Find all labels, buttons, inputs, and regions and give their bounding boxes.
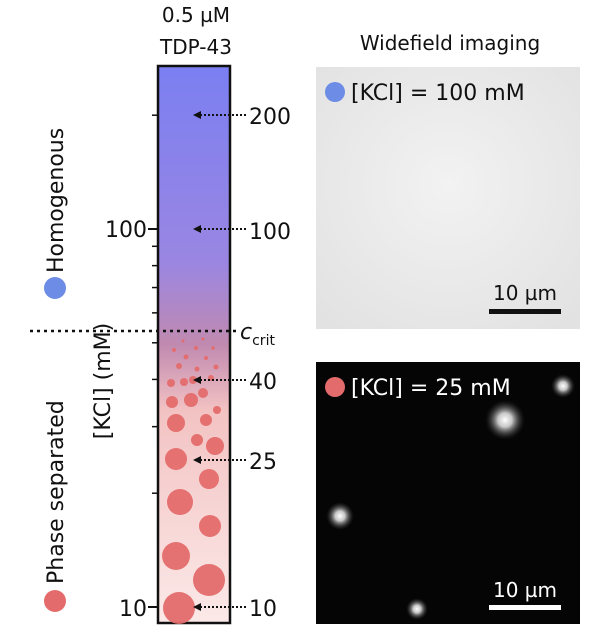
- droplet: [199, 469, 219, 489]
- bright-spot: [485, 400, 525, 440]
- droplet: [193, 564, 225, 596]
- concentration-label: 0.5 µM: [162, 3, 230, 27]
- bright-spot: [551, 374, 575, 398]
- droplet: [172, 348, 176, 352]
- marker-label-100: 100: [249, 220, 291, 245]
- marker-arrow-head: [193, 603, 201, 611]
- tick-label-100: 100: [105, 218, 147, 243]
- droplet: [183, 354, 189, 360]
- droplet: [184, 393, 198, 407]
- marker-arrow-head: [193, 225, 201, 233]
- bright-spot: [326, 502, 354, 530]
- droplet: [167, 379, 175, 387]
- droplet: [199, 515, 221, 537]
- marker-label-200: 200: [249, 105, 291, 130]
- top-image-panel: [316, 67, 580, 329]
- bottom-panel-label: [KCl] = 25 mM: [351, 376, 511, 401]
- droplet: [213, 364, 219, 370]
- top-panel-dot: [325, 82, 345, 102]
- marker-arrow-head: [193, 111, 201, 119]
- phase-separated-dot: [44, 590, 66, 612]
- marker-label-10: 10: [249, 597, 277, 622]
- bright-spot: [406, 598, 428, 620]
- marker-label-25: 25: [249, 450, 277, 475]
- droplet: [213, 406, 221, 414]
- droplet: [206, 437, 224, 455]
- top-panel-label: [KCl] = 100 mM: [351, 81, 525, 106]
- droplet: [194, 366, 200, 372]
- droplet: [176, 363, 182, 369]
- droplet: [201, 337, 205, 341]
- droplet: [163, 592, 195, 624]
- droplet: [165, 448, 187, 470]
- top-scale-bar: [489, 309, 561, 314]
- concentration-column: [156, 64, 232, 625]
- droplet: [166, 396, 178, 408]
- droplet: [211, 346, 215, 350]
- bottom-scale-label: 10 µm: [493, 578, 557, 602]
- droplets: [162, 337, 225, 624]
- homogenous-label: Homogenous: [44, 128, 69, 273]
- droplet: [191, 434, 203, 446]
- droplet: [167, 489, 193, 515]
- homogenous-dot: [44, 277, 66, 299]
- marker-arrows: [193, 111, 246, 611]
- protein-label: TDP-43: [159, 35, 232, 59]
- droplet: [180, 378, 188, 386]
- droplet: [181, 339, 185, 343]
- marker-arrow-head: [193, 456, 201, 464]
- tick-label-10: 10: [119, 597, 147, 622]
- top-scale-label: 10 µm: [493, 281, 557, 305]
- bottom-image-panel: [316, 362, 580, 624]
- axis-ticks: [148, 114, 158, 608]
- axis-label: [KCl] (mM): [91, 323, 116, 439]
- marker-arrow-head: [193, 376, 201, 384]
- bright-spots: [326, 374, 575, 620]
- droplet: [162, 542, 190, 570]
- droplet: [204, 356, 208, 360]
- droplet: [198, 388, 208, 398]
- bottom-scale-bar: [489, 605, 561, 610]
- bottom-panel-dot: [325, 377, 345, 397]
- critical-label: ccrit: [240, 320, 275, 349]
- droplet: [167, 414, 185, 432]
- marker-label-40: 40: [249, 370, 277, 395]
- imaging-heading: Widefield imaging: [360, 31, 540, 55]
- droplet: [194, 346, 198, 350]
- droplet: [200, 414, 212, 426]
- phase-separated-label: Phase separated: [44, 400, 69, 584]
